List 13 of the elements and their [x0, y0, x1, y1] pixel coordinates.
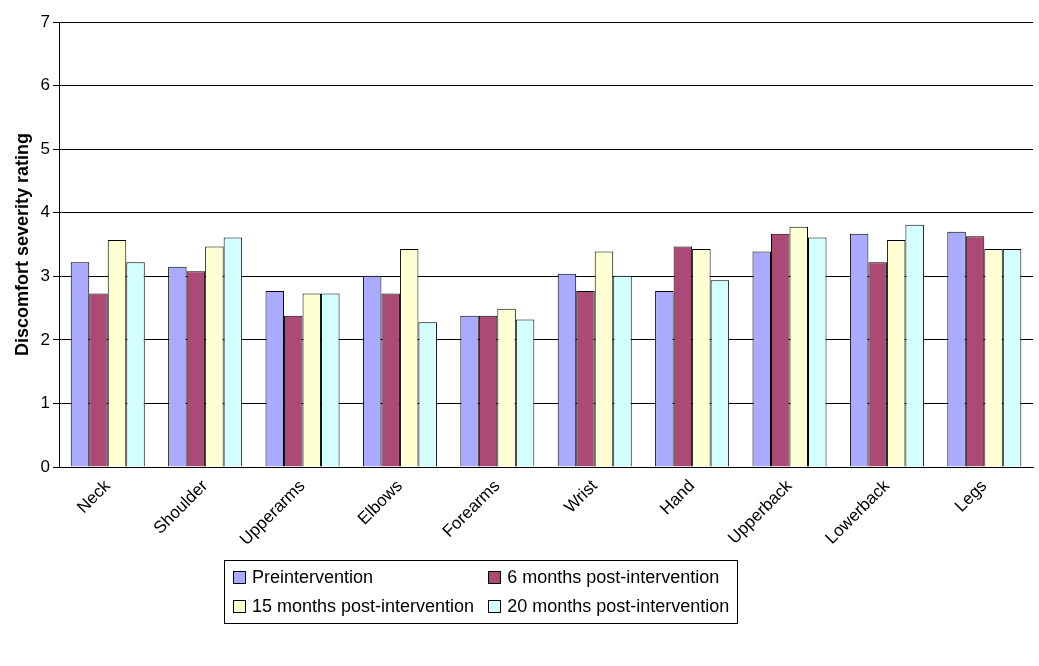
y-tick-label: 2 [40, 329, 51, 349]
y-axis-title: Discomfort severity rating [11, 133, 32, 357]
y-tick-label: 3 [40, 266, 51, 286]
y-tick-label: 6 [40, 75, 51, 95]
y-tick-label: 7 [40, 11, 51, 31]
y-tick-label: 4 [40, 202, 51, 222]
legend-label: 6 months post-intervention [507, 567, 720, 588]
legend-label: Preintervention [252, 567, 374, 588]
legend-label: 20 months post-intervention [507, 596, 730, 617]
y-tick-label: 5 [40, 138, 51, 158]
y-tick-label: 1 [40, 393, 51, 413]
y-tick-label: 0 [40, 456, 51, 476]
legend-label: 15 months post-intervention [252, 596, 475, 617]
